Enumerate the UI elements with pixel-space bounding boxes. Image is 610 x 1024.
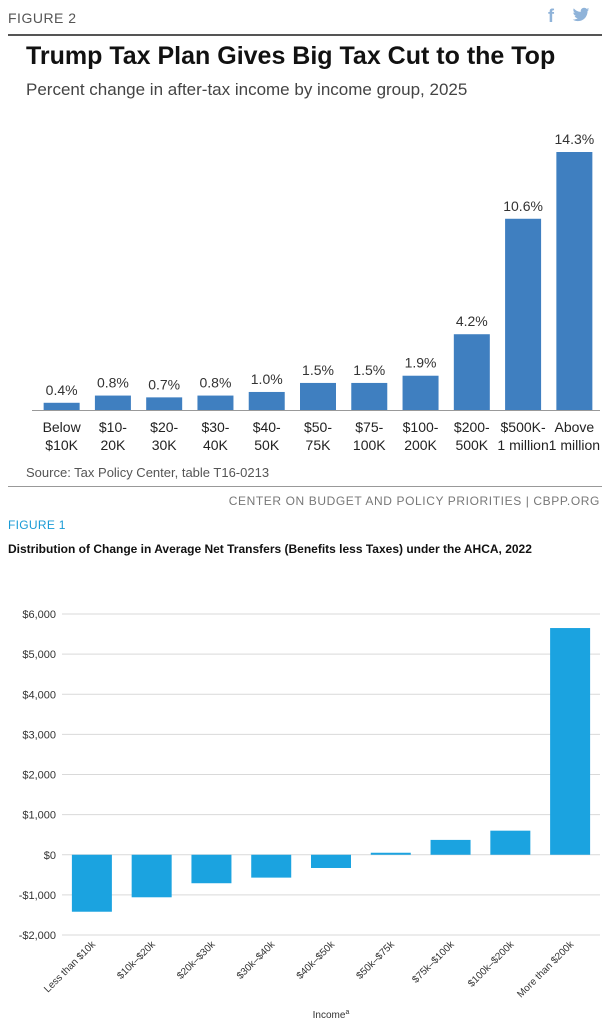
y-tick-label: $2,000	[22, 770, 56, 782]
x-tick-label: $100-	[403, 419, 439, 435]
data-label: 0.4%	[46, 382, 78, 398]
x-tick-label: $10k–$20k	[115, 939, 158, 982]
x-tick-label: $20-	[150, 419, 178, 435]
social-share: f	[546, 7, 590, 25]
bar	[490, 830, 531, 855]
bar	[43, 402, 80, 410]
x-tick-label: $75-	[355, 419, 383, 435]
x-tick-label: $100k–$200k	[466, 939, 517, 990]
x-tick-label: 1 million	[497, 437, 548, 453]
facebook-glyph: f	[548, 7, 555, 25]
bar	[370, 852, 411, 855]
chart-subtitle: Percent change in after-tax income by in…	[26, 80, 468, 99]
bar	[248, 391, 285, 410]
x-tick-label: 30K	[152, 437, 178, 453]
data-label: 4.2%	[456, 313, 488, 329]
y-tick-label: $4,000	[22, 689, 56, 701]
x-tick-label: $40-	[253, 419, 281, 435]
bar	[197, 395, 234, 410]
x-tick-label: $50k–$75k	[355, 939, 398, 982]
x-tick-label: $40k–$50k	[295, 939, 338, 982]
x-tick-label: 75K	[306, 437, 332, 453]
figure-label: FIGURE 2	[8, 10, 77, 26]
facebook-icon[interactable]: f	[546, 7, 558, 25]
x-tick-label: $30k–$40k	[235, 939, 278, 982]
x-tick-label: $50-	[304, 419, 332, 435]
twitter-icon[interactable]	[572, 7, 590, 25]
x-tick-label: 200K	[404, 437, 437, 453]
x-tick-label: $200-	[454, 419, 490, 435]
figure-label-2: FIGURE 1	[8, 518, 66, 532]
tax-cut-bar-chart: 0.4% Below $10K 0.8% $10- 20K 0.7% $20- 30K 0.8% $…	[32, 131, 600, 453]
net-transfers-bar-chart: $6,000 $5,000 $4,000 $3,000 $2,000 $1,000 $0 -$…	[19, 609, 600, 1021]
x-tick-label: 20K	[100, 437, 126, 453]
x-tick-label: Less than $10k	[42, 939, 98, 995]
y-tick-label: $6,000	[22, 609, 56, 621]
data-label: 0.8%	[97, 375, 129, 391]
x-tick-label: $75k–$100k	[410, 939, 457, 986]
bar	[351, 382, 388, 410]
y-tick-label: -$1,000	[19, 890, 56, 902]
bar	[430, 839, 471, 855]
bar	[191, 854, 232, 884]
x-tick-label: 50K	[254, 437, 280, 453]
data-label: 10.6%	[503, 198, 543, 214]
x-tick-label: 500K	[455, 437, 488, 453]
y-tick-label: $3,000	[22, 729, 56, 741]
bar	[402, 375, 439, 410]
bar	[453, 334, 490, 410]
x-tick-label: 1 million	[549, 437, 600, 453]
x-tick-label: 40K	[203, 437, 229, 453]
data-label: 1.5%	[302, 362, 334, 378]
x-axis-title: Incomea	[313, 1009, 350, 1021]
bar	[556, 152, 593, 410]
top-divider	[8, 34, 602, 36]
y-tick-label: $0	[44, 850, 56, 862]
x-tick-label: $20k–$30k	[175, 939, 218, 982]
credit-line: CENTER ON BUDGET AND POLICY PRIORITIES |…	[228, 494, 600, 508]
bar	[505, 218, 542, 410]
bar	[146, 397, 183, 410]
x-tick-label: More than $200k	[515, 939, 577, 1001]
y-tick-label: -$2,000	[19, 930, 56, 942]
x-tick-label: 100K	[353, 437, 386, 453]
bar	[94, 395, 131, 410]
bar	[311, 854, 351, 868]
x-axis-title-text: Income	[313, 1010, 346, 1021]
x-tick-label: $30-	[201, 419, 229, 435]
data-label: 0.7%	[148, 376, 180, 392]
figure-panel-1: FIGURE 2 f Trump Tax Plan Gives Big Tax …	[8, 7, 602, 508]
bar	[131, 854, 172, 898]
x-tick-label: $10-	[99, 419, 127, 435]
x-axis-title-superscript: a	[345, 1009, 349, 1016]
chart-title: Trump Tax Plan Gives Big Tax Cut to the …	[26, 42, 556, 70]
y-tick-label: $1,000	[22, 810, 56, 822]
bar	[550, 628, 591, 855]
source-note: Source: Tax Policy Center, table T16-021…	[26, 465, 270, 480]
x-tick-label: Below	[43, 419, 82, 435]
data-label: 0.8%	[199, 375, 231, 391]
bottom-divider	[8, 486, 602, 487]
x-tick-label: Above	[555, 419, 595, 435]
x-tick-label: $500K-	[501, 419, 546, 435]
data-label: 1.0%	[251, 371, 283, 387]
data-label: 1.9%	[405, 355, 437, 371]
data-label: 1.5%	[353, 362, 385, 378]
y-tick-label: $5,000	[22, 649, 56, 661]
chart-title-2: Distribution of Change in Average Net Tr…	[8, 542, 532, 556]
bar	[71, 854, 112, 912]
x-tick-label: $10K	[45, 437, 78, 453]
bar	[300, 382, 336, 410]
bar	[251, 854, 292, 878]
data-label: 14.3%	[555, 131, 595, 147]
